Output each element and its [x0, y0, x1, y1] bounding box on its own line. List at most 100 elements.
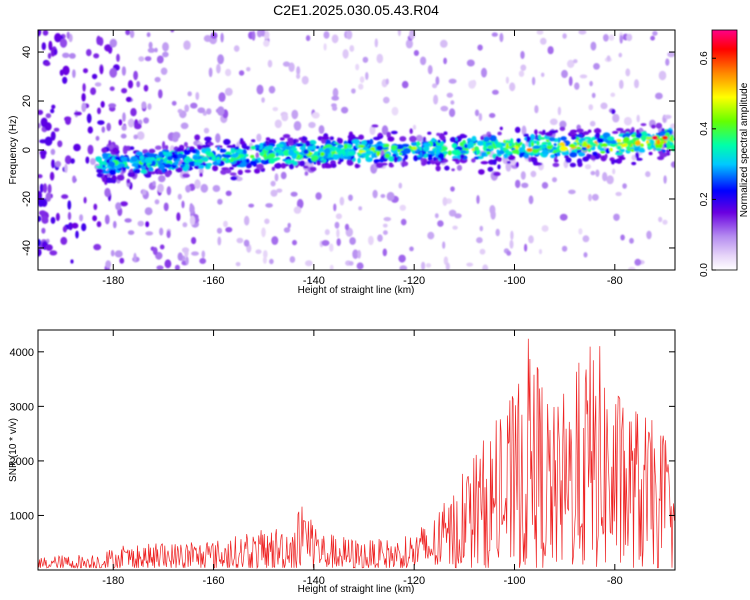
spectrogram-cell	[150, 171, 156, 175]
spectrogram-cell	[625, 68, 631, 77]
spectrogram-cell	[246, 67, 251, 72]
spectrogram-cell	[357, 152, 362, 156]
spectrogram-cell	[612, 113, 620, 123]
spectrogram-cell	[38, 190, 43, 200]
spectrogram-cell	[176, 212, 181, 222]
spectrogram-cell	[508, 143, 512, 147]
spectrogram-cell	[164, 259, 172, 269]
spectrogram-cell	[445, 262, 450, 270]
spectrogram-cell	[54, 160, 62, 168]
spectrogram-cell	[397, 30, 401, 37]
spectrogram-cell	[369, 138, 374, 145]
spectrogram-cell	[45, 192, 52, 202]
spectrogram-cell	[307, 157, 312, 163]
spectrogram-cell	[268, 85, 276, 94]
spectrogram-cell	[156, 265, 164, 270]
spectrogram-cell	[250, 154, 255, 159]
spectrogram-cell	[541, 182, 549, 189]
spectrogram-cell	[559, 145, 568, 152]
spectrogram-cell	[177, 193, 182, 200]
spectrogram-cell	[136, 81, 141, 88]
spectrogram-cell	[603, 34, 609, 42]
spectrogram-cell	[70, 259, 74, 264]
spectrogram-cell	[303, 165, 309, 169]
spectrogram-cell	[476, 237, 483, 244]
spectrogram-cell	[230, 176, 238, 181]
spectrogram-cell	[427, 231, 435, 240]
spectrogram-cell	[245, 158, 250, 163]
spectrogram-cell	[516, 138, 521, 144]
spectrogram-cell	[552, 177, 557, 183]
spectrogram-cell	[244, 169, 251, 173]
spectrogram-cell	[549, 118, 558, 126]
spectrogram-cell	[68, 222, 73, 231]
spectrogram-cell	[99, 65, 104, 75]
spectrogram-cell	[332, 153, 340, 160]
spectrogram-cell	[651, 124, 656, 129]
spectrogram-cell	[180, 122, 189, 130]
spectrogram-cell	[530, 133, 536, 141]
spectrogram-cell	[471, 158, 476, 163]
spectrogram-cell	[492, 159, 497, 165]
spectrogram-cell	[238, 70, 245, 76]
spectrogram-cell	[343, 156, 349, 160]
spectrogram-cell	[108, 103, 117, 108]
spectrogram-cell	[211, 155, 216, 162]
spectrogram-cell	[358, 83, 364, 90]
spectrogram-cell	[95, 165, 103, 169]
spectrogram-cell	[478, 169, 485, 175]
spectrogram-cell	[260, 159, 266, 164]
x-tick-label: -140	[303, 275, 325, 287]
spectrogram-cell	[50, 148, 56, 155]
spectrogram-cell	[270, 180, 276, 187]
spectrogram-cell	[206, 162, 213, 167]
spectrogram-cell	[528, 157, 532, 163]
spectrogram-cell	[296, 198, 304, 209]
spectrogram-cell	[616, 127, 624, 132]
spectrogram-cell	[208, 67, 213, 78]
x-tick-label: -100	[503, 275, 525, 287]
spectrogram-cell	[355, 63, 360, 71]
spectrogram-cell	[573, 59, 578, 64]
spectrogram-cell	[256, 133, 262, 142]
spectrogram-cell	[635, 140, 641, 146]
spectrogram-cell	[174, 264, 180, 270]
spectrogram-cell	[623, 116, 632, 126]
spectrogram-cell	[466, 59, 475, 67]
spectrogram-cell	[411, 141, 417, 147]
spectrogram-cell	[49, 171, 55, 181]
spectrogram-cell	[305, 260, 313, 267]
spectrogram-cell	[518, 70, 525, 77]
spectrogram-cell	[171, 100, 177, 106]
spectrogram-cell	[639, 143, 644, 148]
spectrogram-cell	[315, 145, 320, 149]
spectrogram-cell	[147, 153, 156, 158]
spectrogram-cell	[275, 152, 279, 157]
spectrogram-cell	[269, 258, 274, 265]
spectrogram-cell	[616, 145, 622, 150]
spectrogram-cell	[606, 55, 611, 62]
spectrogram-cell	[108, 179, 116, 183]
spectrogram-cell	[93, 243, 102, 251]
spectrogram-cell	[358, 134, 364, 140]
spectrogram-cell	[113, 220, 117, 229]
spectrogram-cell	[383, 96, 390, 104]
spectrogram-cell	[62, 76, 68, 84]
spectrogram-cell	[354, 163, 360, 169]
spectrogram-cell	[439, 145, 448, 152]
spectrogram-cell	[450, 100, 455, 105]
spectrogram-cell	[141, 189, 147, 196]
x-tick-label: -180	[102, 575, 124, 587]
spectrogram-cell	[409, 128, 413, 134]
spectrogram-cell	[141, 159, 145, 163]
spectrogram-cell	[255, 147, 260, 151]
spectrogram-cell	[72, 69, 76, 78]
spectrogram-cell	[243, 239, 250, 247]
spectrogram-cell	[562, 33, 567, 39]
spectrogram-cell	[38, 239, 41, 247]
spectrogram-cell	[582, 235, 590, 243]
spectrogram-cell	[615, 152, 623, 156]
spectrogram-cell	[388, 156, 395, 162]
spectrogram-cell	[388, 163, 394, 168]
